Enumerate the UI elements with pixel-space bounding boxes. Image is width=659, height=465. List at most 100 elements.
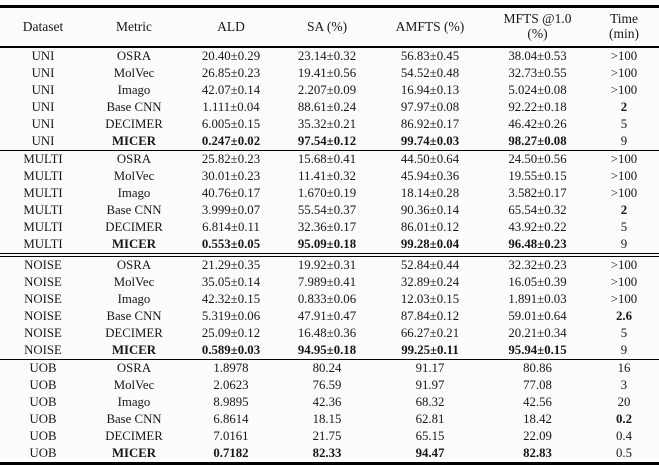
sa-cell: 16.48±0.36 xyxy=(297,326,357,341)
dataset-cell: UOB xyxy=(29,361,57,376)
mfts-cell: 43.92±0.22 xyxy=(508,220,567,235)
mfts-cell: 59.01±0.64 xyxy=(508,309,567,324)
amfts-cell: 91.97 xyxy=(415,378,445,393)
table-row: UOB MICER 0.7182 82.33 94.47 82.83 0.5 xyxy=(0,445,659,464)
ald-cell: 0.589±0.03 xyxy=(182,342,280,360)
results-table: Dataset Metric ALD SA (%) AMFTS (%) MFTS… xyxy=(0,5,659,465)
metric-cell: MICER xyxy=(86,342,182,360)
mfts-cell: 65.54±0.32 xyxy=(508,203,567,218)
metric-cell: Base CNN xyxy=(106,100,162,115)
table-row: MULTI Base CNN 3.999±0.07 55.54±0.37 90.36±0… xyxy=(0,202,659,219)
mfts-cell: 20.21±0.34 xyxy=(508,326,567,341)
ald-cell: 6.8614 xyxy=(213,412,249,427)
amfts-cell: 52.84±0.44 xyxy=(400,258,460,273)
sa-cell: 88.61±0.24 xyxy=(297,100,357,115)
metric-cell: Base CNN xyxy=(106,412,162,427)
ald-cell: 25.82±0.23 xyxy=(201,152,261,167)
time-cell: >100 xyxy=(610,66,638,81)
amfts-cell: 94.47 xyxy=(415,446,445,461)
sa-cell: 15.68±0.41 xyxy=(297,152,357,167)
metric-cell: DECIMER xyxy=(105,326,163,341)
ald-cell: 6.814±0.11 xyxy=(202,220,260,235)
table-row: UNI Imago 42.07±0.14 2.207±0.09 16.94±0.13 5.… xyxy=(0,82,659,99)
amfts-cell: 86.92±0.17 xyxy=(400,117,460,132)
time-cell: 2 xyxy=(620,203,628,218)
time-cell: 0.2 xyxy=(616,412,632,427)
time-cell: 9 xyxy=(589,236,659,257)
ald-cell: 6.005±0.15 xyxy=(201,117,261,132)
mfts-cell: 19.55±0.15 xyxy=(508,169,567,184)
ald-cell: 1.8978 xyxy=(213,361,249,376)
mfts-cell: 22.09 xyxy=(523,429,552,444)
dataset-cell: NOISE xyxy=(24,309,62,324)
dataset-cell: UNI xyxy=(31,66,55,81)
ald-cell: 0.247±0.02 xyxy=(182,133,280,151)
table-row: UOB Base CNN 6.8614 18.15 62.81 18.42 0.2 xyxy=(0,411,659,428)
amfts-cell: 99.74±0.03 xyxy=(374,133,486,151)
table-row: MULTI OSRA 25.82±0.23 15.68±0.41 44.50±0.64 2… xyxy=(0,151,659,169)
metric-cell: MolVec xyxy=(113,275,155,290)
amfts-cell: 32.89±0.24 xyxy=(400,275,460,290)
mfts-cell: 42.56 xyxy=(523,395,552,410)
metric-cell: Imago xyxy=(117,83,151,98)
sa-cell: 0.833±0.06 xyxy=(297,292,357,307)
metric-cell: MolVec xyxy=(113,378,155,393)
metric-cell: MolVec xyxy=(113,169,155,184)
ald-cell: 40.76±0.17 xyxy=(201,186,261,201)
table-row: NOISE DECIMER 25.09±0.12 16.48±0.36 66.27±0.… xyxy=(0,325,659,342)
sa-cell: 55.54±0.37 xyxy=(297,203,357,218)
mfts-cell: 1.891±0.03 xyxy=(508,292,567,307)
sa-cell: 23.14±0.32 xyxy=(297,49,357,64)
amfts-cell: 90.36±0.14 xyxy=(400,203,460,218)
metric-cell: DECIMER xyxy=(105,220,163,235)
sa-cell: 11.41±0.32 xyxy=(298,169,356,184)
amfts-cell: 86.01±0.12 xyxy=(400,220,460,235)
sa-cell: 21.75 xyxy=(312,429,342,444)
amfts-cell: 87.84±0.12 xyxy=(400,309,460,324)
ald-cell: 21.29±0.35 xyxy=(201,258,261,273)
ald-cell: 1.111±0.04 xyxy=(202,100,260,115)
time-cell: >100 xyxy=(610,275,638,290)
dataset-cell: NOISE xyxy=(24,275,62,290)
dataset-cell: UOB xyxy=(29,378,57,393)
sa-cell: 94.95±0.18 xyxy=(280,342,374,360)
time-cell: >100 xyxy=(610,49,638,64)
table-row: UNI OSRA 20.40±0.29 23.14±0.32 56.83±0.45 38.… xyxy=(0,47,659,65)
sa-cell: 35.32±0.21 xyxy=(297,117,357,132)
amfts-cell: 68.32 xyxy=(415,395,445,410)
time-cell: 9 xyxy=(589,342,659,360)
ald-cell: 2.0623 xyxy=(213,378,249,393)
dataset-cell: UNI xyxy=(31,49,55,64)
table-row: NOISE Imago 42.32±0.15 0.833±0.06 12.03±0.15… xyxy=(0,291,659,308)
amfts-cell: 66.27±0.21 xyxy=(400,326,460,341)
metric-cell: OSRA xyxy=(116,258,152,273)
dataset-cell: MULTI xyxy=(23,169,63,184)
amfts-cell: 16.94±0.13 xyxy=(400,83,460,98)
sa-cell: 95.09±0.18 xyxy=(280,236,374,257)
ald-cell: 5.319±0.06 xyxy=(201,309,261,324)
metric-cell: MolVec xyxy=(113,66,155,81)
sa-cell: 80.24 xyxy=(312,361,342,376)
mfts-cell: 92.22±0.18 xyxy=(508,100,567,115)
amfts-cell: 45.94±0.36 xyxy=(400,169,460,184)
mfts-cell: 5.024±0.08 xyxy=(508,83,567,98)
dataset-cell: MULTI xyxy=(23,186,63,201)
metric-cell: MICER xyxy=(86,236,182,257)
amfts-cell: 44.50±0.64 xyxy=(400,152,460,167)
mfts-cell: 82.83 xyxy=(523,446,552,461)
amfts-cell: 97.97±0.08 xyxy=(400,100,460,115)
col-header-amfts: AMFTS (%) xyxy=(374,6,486,48)
sa-cell: 32.36±0.17 xyxy=(297,220,357,235)
mfts-cell: 77.08 xyxy=(523,378,552,393)
mfts-cell: 96.48±0.23 xyxy=(486,236,589,257)
mfts-cell: 80.86 xyxy=(523,361,552,376)
metric-cell: MICER xyxy=(111,446,157,461)
sa-cell: 76.59 xyxy=(312,378,342,393)
table-body: UNI OSRA 20.40±0.29 23.14±0.32 56.83±0.45 38.… xyxy=(0,47,659,464)
metric-cell: DECIMER xyxy=(105,117,163,132)
amfts-cell: 12.03±0.15 xyxy=(400,292,460,307)
sa-cell: 1.670±0.19 xyxy=(297,186,357,201)
table-row: NOISE MICER 0.589±0.03 94.95±0.18 99.25±0.11… xyxy=(0,342,659,360)
dataset-cell: UNI xyxy=(0,133,86,151)
